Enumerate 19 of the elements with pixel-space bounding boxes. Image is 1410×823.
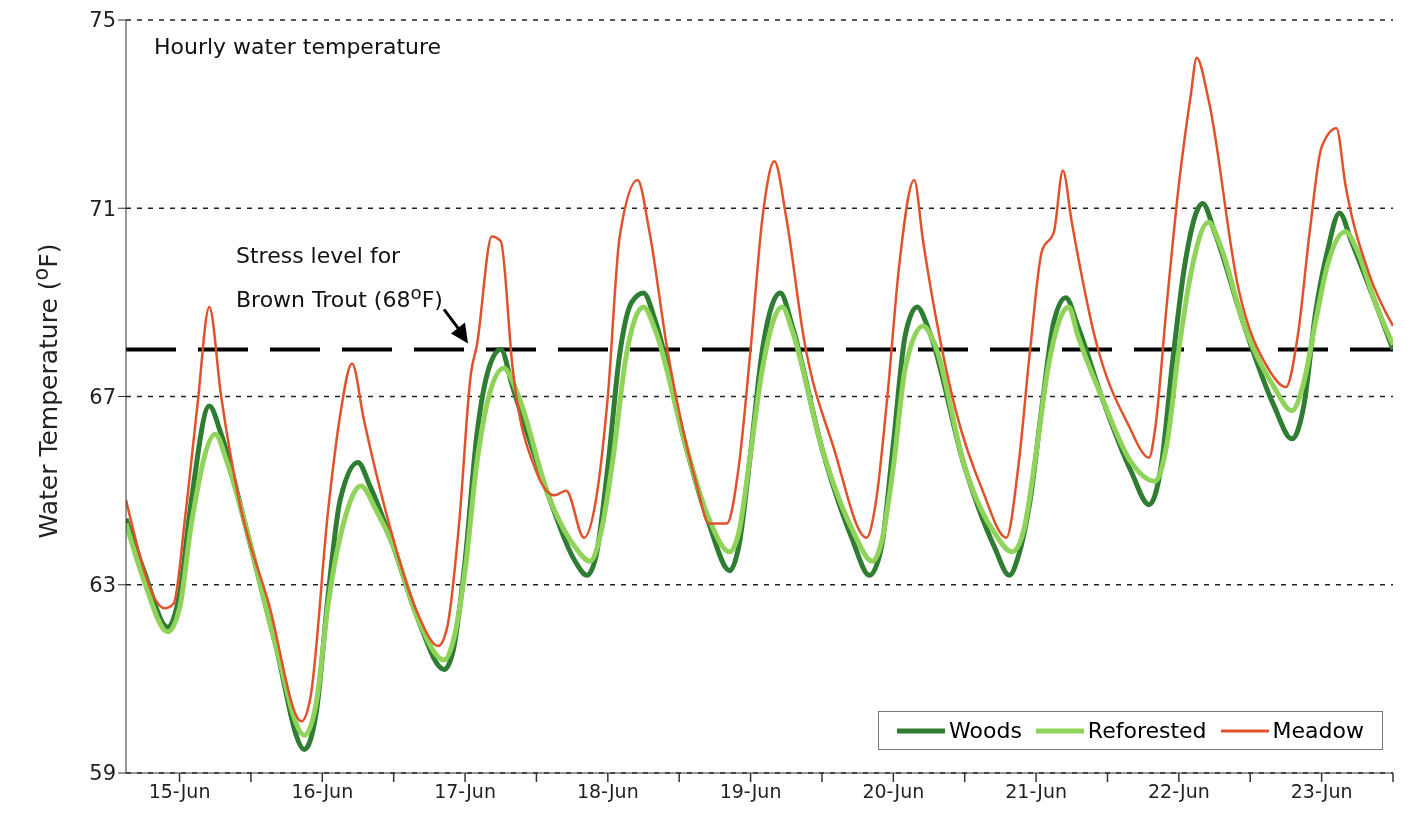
legend-label: Woods bbox=[949, 718, 1022, 743]
y-tick-label: 71 bbox=[89, 196, 116, 221]
y-tick-label: 59 bbox=[89, 761, 116, 786]
x-tick-label: 18-Jun bbox=[576, 780, 639, 802]
x-tick-label: 21-Jun bbox=[1005, 780, 1067, 802]
x-tick-label: 15-Jun bbox=[148, 780, 211, 802]
x-tick-label: 17-Jun bbox=[434, 780, 496, 802]
x-tick-label: 23-Jun bbox=[1290, 780, 1353, 802]
legend-label: Meadow bbox=[1272, 718, 1364, 743]
text: Hourly water temperature bbox=[154, 34, 442, 59]
x-tick-label: 22-Jun bbox=[1147, 780, 1210, 802]
y-tick-label: 63 bbox=[89, 573, 116, 598]
y-tick-label: 67 bbox=[89, 384, 116, 409]
ref-line-label: Stress level for Brown Trout (68$^{o}$F) bbox=[236, 242, 444, 315]
x-tick-label: 20-Jun bbox=[862, 780, 925, 802]
legend-label: Reforested bbox=[1087, 718, 1207, 743]
y-tick-label: 75 bbox=[89, 8, 116, 33]
x-tick-label: 16-Jun bbox=[291, 780, 354, 802]
x-tick-label: 19-Jun bbox=[719, 780, 782, 802]
